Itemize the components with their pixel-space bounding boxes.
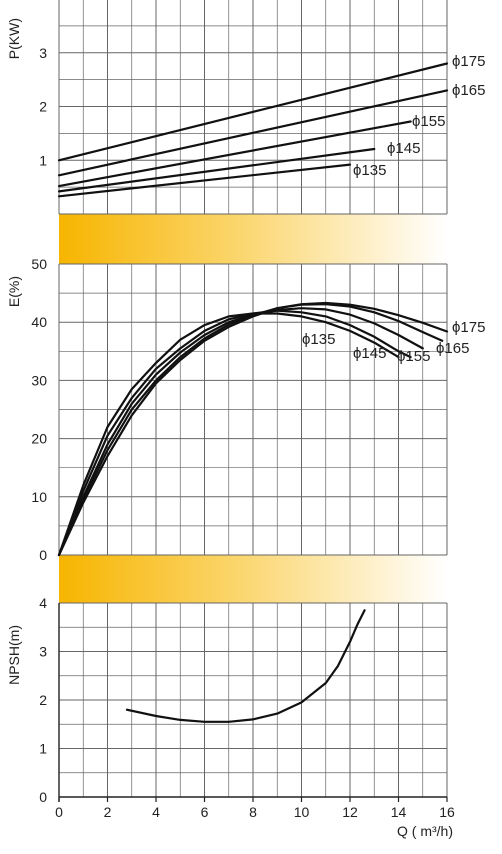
efficiency-series-label: ϕ175: [452, 319, 485, 336]
power-series-label: ϕ135: [353, 162, 386, 179]
npsh-y-tick-label: 0: [39, 789, 47, 805]
x-tick-label: 14: [391, 804, 407, 820]
npsh-y-tick-label: 1: [39, 741, 47, 757]
curves: [57, 62, 449, 723]
power-curve-phi135: [57, 163, 352, 198]
power-curve-phi165: [57, 89, 449, 177]
efficiency-y-tick-label: 20: [31, 431, 47, 447]
x-tick-label: 10: [294, 804, 310, 820]
efficiency-curve-phi175: [57, 301, 449, 557]
efficiency-y-tick-label: 0: [39, 547, 47, 563]
efficiency-y-tick-label: 40: [31, 314, 47, 330]
x-tick-label: 8: [249, 804, 257, 820]
efficiency-curve-phi135: [57, 312, 400, 557]
x-tick-label: 2: [104, 804, 112, 820]
gradient-band-1: [59, 214, 447, 264]
labels: 123P(KW)ϕ135ϕ145ϕ155ϕ165ϕ17501020304050E…: [6, 18, 485, 839]
x-tick-label: 4: [152, 804, 160, 820]
x-tick-label: 16: [439, 804, 455, 820]
npsh-y-tick-label: 2: [39, 692, 47, 708]
npsh-axis-title: NPSH(m): [6, 625, 22, 685]
efficiency-y-tick-label: 30: [31, 372, 47, 388]
x-axis-title: Q ( m³/h): [397, 823, 453, 839]
efficiency-series-label: ϕ165: [436, 340, 469, 357]
npsh-curve-npsh: [125, 609, 366, 723]
power-series-label: ϕ155: [412, 113, 445, 130]
efficiency-series-label: ϕ155: [397, 348, 430, 365]
power-y-tick-label: 2: [39, 99, 47, 115]
power-curve-phi155: [57, 120, 412, 188]
power-curve-phi175: [57, 62, 449, 162]
efficiency-curve-phi145: [57, 309, 412, 557]
power-series-label: ϕ165: [452, 82, 485, 99]
efficiency-y-tick-label: 10: [31, 489, 47, 505]
efficiency-curve-phi155: [57, 307, 424, 557]
npsh-y-tick-label: 4: [39, 595, 47, 611]
power-axis-title: P(KW): [6, 18, 22, 59]
power-y-tick-label: 3: [39, 45, 47, 61]
efficiency-y-tick-label: 50: [31, 256, 47, 272]
gradient-band-2: [59, 555, 447, 603]
x-tick-label: 0: [55, 804, 63, 820]
efficiency-curve-phi165: [57, 303, 444, 557]
power-series-label: ϕ175: [452, 53, 485, 70]
efficiency-series-label: ϕ135: [302, 331, 335, 348]
npsh-y-tick-label: 3: [39, 644, 47, 660]
gradient-bands: [59, 214, 447, 603]
power-y-tick-label: 1: [39, 152, 47, 168]
efficiency-axis-title: E(%): [6, 276, 22, 307]
x-tick-label: 12: [342, 804, 358, 820]
grid-lines: [58, 0, 448, 802]
efficiency-series-label: ϕ145: [353, 345, 386, 362]
power-curve-phi145: [57, 147, 376, 193]
power-series-label: ϕ145: [387, 140, 420, 157]
x-tick-label: 6: [201, 804, 209, 820]
